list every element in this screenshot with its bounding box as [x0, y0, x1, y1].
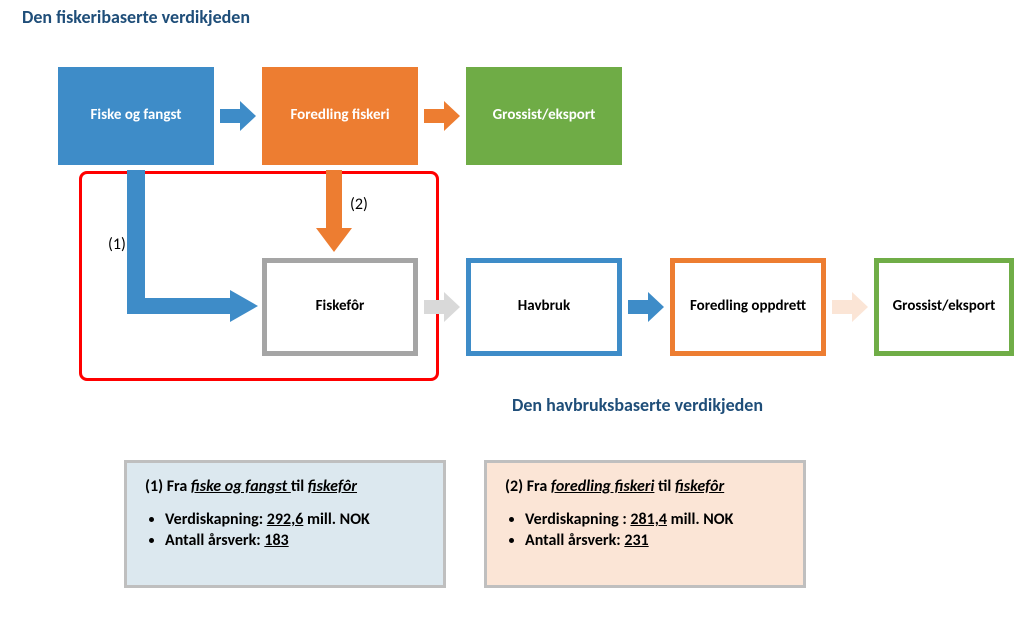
arrow-foredling-to-grossist2 — [832, 292, 868, 322]
legend-2: (2) Fra foredling fiskeri til fiskefôr V… — [484, 460, 806, 588]
node-foredling-oppdrett: Foredling oppdrett — [670, 258, 826, 356]
node-label: Havbruk — [518, 297, 570, 317]
legend-1-line2: Antall årsverk: 183 — [165, 531, 425, 552]
marker-2: (2) — [350, 195, 368, 214]
node-grossist-2: Grossist/eksport — [874, 258, 1014, 356]
node-label: Fiske og fangst — [91, 106, 182, 126]
legend-2-line2: Antall årsverk: 231 — [525, 531, 785, 552]
arrow-foredling-to-grossist — [424, 101, 460, 131]
legend-1: (1) Fra fiske og fangst til fiskefôr Ver… — [124, 460, 446, 588]
top-title: Den fiskeribaserte verdikjeden — [22, 6, 250, 28]
node-havbruk: Havbruk — [466, 258, 622, 356]
node-label: Grossist/eksport — [493, 106, 596, 126]
bottom-title: Den havbruksbaserte verdikjeden — [512, 394, 763, 416]
arrow-l-blue-1 — [118, 170, 258, 324]
node-label: Foredling oppdrett — [690, 297, 806, 317]
legend-1-line1: Verdiskapning: 292,6 mill. NOK — [165, 510, 425, 531]
node-label: Grossist/eksport — [893, 297, 996, 317]
arrow-havbruk-to-foredling — [628, 292, 664, 322]
legend-1-list: Verdiskapning: 292,6 mill. NOK Antall år… — [161, 510, 425, 552]
arrow-fiskefor-to-havbruk — [424, 292, 460, 322]
node-grossist-1: Grossist/eksport — [466, 67, 622, 165]
arrow-down-orange-2 — [316, 170, 352, 252]
arrow-fiske-to-foredling — [220, 101, 256, 131]
legend-2-list: Verdiskapning : 281,4 mill. NOK Antall å… — [521, 510, 785, 552]
legend-2-line1: Verdiskapning : 281,4 mill. NOK — [525, 510, 785, 531]
node-foredling-fiskeri: Foredling fiskeri — [262, 67, 418, 165]
node-fiske-og-fangst: Fiske og fangst — [58, 67, 214, 165]
legend-2-heading: (2) Fra foredling fiskeri til fiskefôr — [505, 477, 785, 496]
node-label: Foredling fiskeri — [290, 106, 389, 126]
legend-1-heading: (1) Fra fiske og fangst til fiskefôr — [145, 477, 425, 496]
